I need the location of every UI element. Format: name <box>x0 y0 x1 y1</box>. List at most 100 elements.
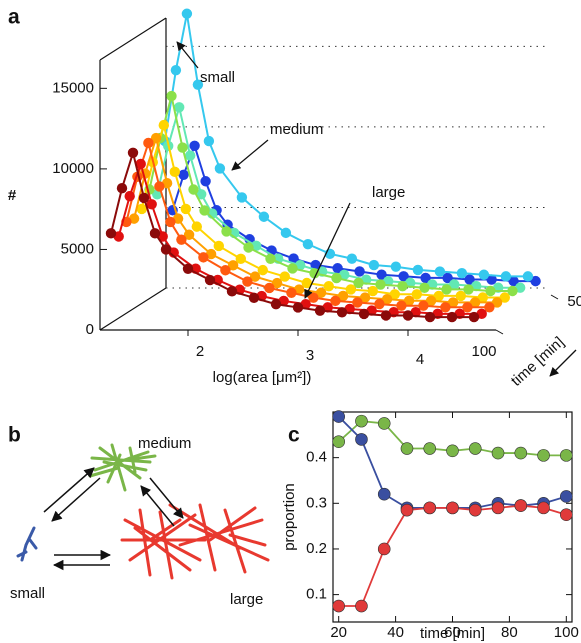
data-point <box>499 292 510 303</box>
data-point <box>287 263 298 274</box>
data-point <box>292 302 304 313</box>
data-point <box>560 490 573 503</box>
data-point <box>468 503 482 517</box>
x-tick-label: 3 <box>306 347 314 364</box>
data-point <box>455 290 466 302</box>
annotation-arrow <box>304 202 351 299</box>
data-point <box>177 142 188 153</box>
data-point <box>337 290 349 302</box>
data-point <box>265 253 276 264</box>
data-point <box>353 277 364 289</box>
panel-label: a <box>8 6 20 29</box>
data-point <box>376 269 387 280</box>
data-point <box>264 282 275 294</box>
series <box>332 414 573 462</box>
series-line <box>163 13 528 278</box>
data-point <box>359 292 371 303</box>
arrow <box>140 485 175 527</box>
arrow <box>43 467 95 513</box>
data-point <box>116 183 128 194</box>
data-point <box>403 295 415 306</box>
data-point <box>477 292 488 303</box>
data-point <box>377 487 391 501</box>
data-point <box>182 263 194 274</box>
data-point <box>411 289 422 300</box>
axis-line <box>99 287 167 331</box>
data-point <box>189 140 200 151</box>
data-point <box>242 276 253 287</box>
annotation: small <box>200 69 235 86</box>
data-point <box>146 199 157 210</box>
data-point <box>150 132 162 144</box>
data-point <box>315 287 327 298</box>
data-point <box>355 599 368 613</box>
data-point <box>302 238 314 250</box>
data-point <box>170 64 182 76</box>
arrow <box>51 477 101 522</box>
data-point <box>331 272 342 284</box>
data-point <box>309 268 320 279</box>
data-point <box>352 297 363 308</box>
data-point <box>105 228 117 239</box>
z-tick <box>495 329 504 335</box>
x-tick-label: 2 <box>196 343 204 360</box>
data-point <box>440 302 451 313</box>
transition-arrows <box>43 467 184 571</box>
x-tick-label: 80 <box>501 624 518 641</box>
series-line <box>338 415 567 509</box>
cell-shape <box>120 503 270 580</box>
data-point <box>345 284 356 295</box>
data-point <box>330 295 341 307</box>
series <box>105 147 480 323</box>
data-point <box>434 266 446 277</box>
data-point <box>124 191 135 202</box>
data-point <box>446 501 459 515</box>
data-point <box>446 444 459 458</box>
data-point <box>280 227 292 239</box>
data-point <box>152 189 163 200</box>
data-point <box>176 234 187 245</box>
data-point <box>425 295 437 306</box>
data-point <box>248 292 260 303</box>
y-axis-label: proportion <box>281 483 298 551</box>
data-point <box>377 417 391 430</box>
data-point <box>174 102 185 113</box>
data-point <box>400 442 414 455</box>
data-point <box>522 271 534 282</box>
data-point <box>188 184 199 195</box>
data-point <box>249 271 261 282</box>
data-point <box>270 299 282 310</box>
x-tick-label: 4 <box>416 351 424 368</box>
data-point <box>463 284 474 295</box>
data-point <box>165 216 176 228</box>
data-point <box>346 253 358 264</box>
y-tick-label: 15000 <box>52 79 94 96</box>
axis-line <box>99 17 167 61</box>
series <box>136 119 510 303</box>
y-tick-label: 0.2 <box>306 540 327 557</box>
data-point <box>235 253 246 265</box>
data-point <box>368 259 380 271</box>
data-point <box>468 311 480 323</box>
data-point <box>420 272 431 284</box>
x-tick-label: 60 <box>444 624 461 641</box>
data-point <box>154 181 165 192</box>
data-point <box>271 277 283 289</box>
data-point <box>491 501 505 515</box>
data-point <box>381 293 393 305</box>
data-point <box>336 307 348 318</box>
data-point <box>396 300 407 311</box>
data-point <box>398 271 409 282</box>
data-point <box>514 446 528 460</box>
data-point <box>530 275 541 287</box>
data-point <box>397 280 408 292</box>
data-point <box>314 305 326 316</box>
data-point <box>204 274 216 286</box>
data-point <box>191 221 202 232</box>
data-point <box>478 269 490 280</box>
data-point <box>377 542 391 556</box>
z-tick-label: 50 <box>567 293 581 310</box>
data-point <box>169 166 180 178</box>
y-tick-label: 0 <box>86 321 94 338</box>
